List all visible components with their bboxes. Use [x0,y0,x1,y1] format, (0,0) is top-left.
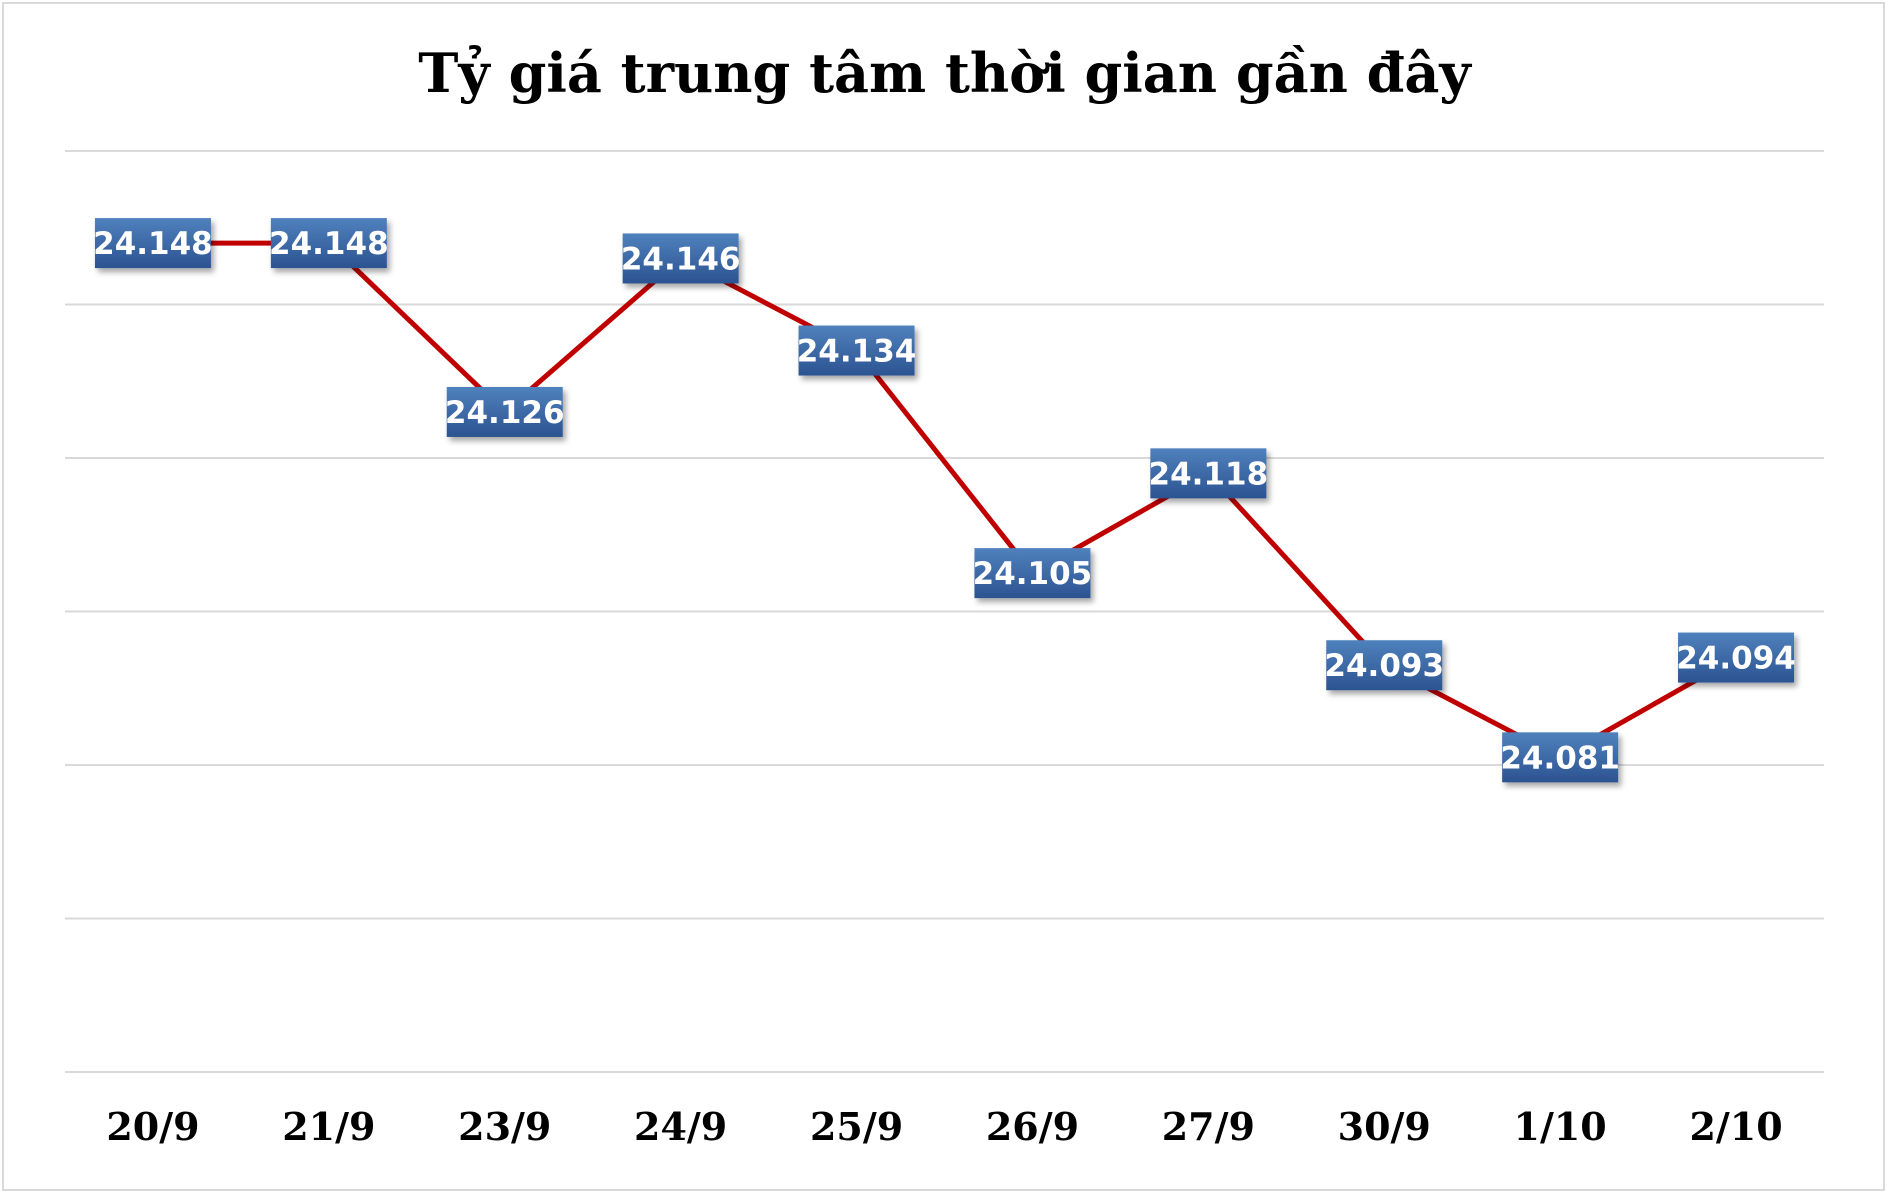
x-tick-label: 21/9 [282,1104,375,1149]
gridlines [65,150,1824,1073]
data-label-box [446,386,563,437]
data-label-box [1326,640,1443,691]
x-tick-label: 1/10 [1514,1104,1607,1149]
data-label-text: 24.105 [973,556,1093,592]
data-label: 24.118 [1149,448,1269,499]
data-label-box [1502,732,1619,783]
x-tick-label: 27/9 [1162,1104,1255,1149]
x-tick-label: 20/9 [106,1104,199,1149]
data-label-text: 24.146 [621,241,741,277]
x-tick-label: 30/9 [1338,1104,1431,1149]
series-line [152,240,1738,761]
data-label-text: 24.148 [269,226,389,262]
x-tick-label: 2/10 [1689,1104,1782,1149]
x-tick-label: 23/9 [458,1104,551,1149]
x-axis-ticks: 20/9 21/9 23/9 24/9 25/9 26/9 27/9 30/9 1/10 2/10 [106,1104,1782,1149]
data-label: 24.148 [269,218,389,269]
data-label-box [1678,632,1795,683]
data-label: 24.081 [1500,732,1620,783]
data-label: 24.105 [973,548,1093,599]
data-label-text: 24.118 [1149,456,1269,492]
data-label-text: 24.094 [1676,641,1796,677]
data-label-text: 24.126 [445,395,565,431]
x-tick-label: 25/9 [810,1104,903,1149]
data-label-box [622,233,739,284]
data-label-box [1150,448,1267,499]
data-label: 24.146 [621,233,741,284]
x-tick-label: 26/9 [986,1104,1079,1149]
data-labels: 24.148 24.148 24.126 24.146 24.134 24.105 24.1… [93,218,1796,783]
data-label-box [974,548,1091,599]
data-label-text: 24.148 [93,226,213,262]
data-label-text: 24.081 [1500,740,1620,776]
x-tick-label: 24/9 [634,1104,727,1149]
data-label-box [798,325,915,376]
series-layer [149,240,1740,761]
data-label-text: 24.134 [797,334,917,370]
data-label-box [94,218,211,269]
data-label: 24.148 [93,218,213,269]
data-label-box [270,218,387,269]
data-label: 24.093 [1324,640,1444,691]
data-label-text: 24.093 [1324,648,1444,684]
data-label: 24.134 [797,325,917,376]
data-label: 24.094 [1676,632,1796,683]
data-label: 24.126 [445,386,565,437]
chart-title: Tỷ giá trung tâm thời gian gần đây [418,41,1471,105]
